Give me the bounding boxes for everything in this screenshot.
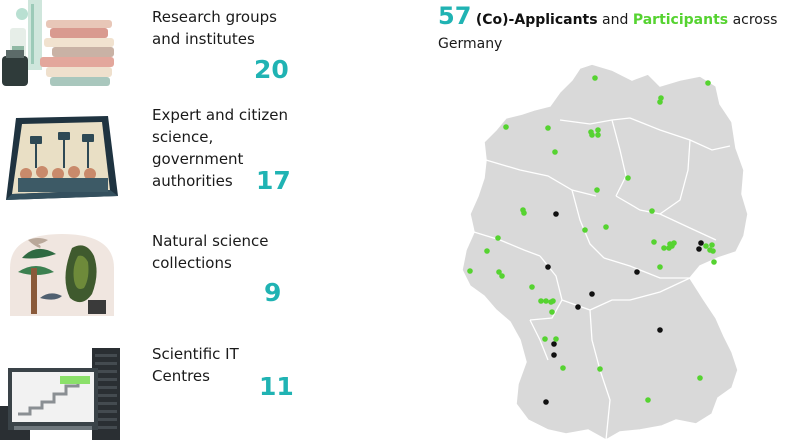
category-expert-citizen-science: Expert and citizen science, government a…	[0, 100, 430, 210]
category-count: 20	[254, 55, 289, 84]
participant-marker	[711, 259, 717, 265]
applicant-markers	[543, 211, 704, 405]
applicant-marker	[551, 341, 557, 347]
category-label: Expert and citizen science, government a…	[152, 106, 288, 190]
participant-marker	[495, 235, 501, 241]
participant-marker	[560, 365, 566, 371]
participant-marker	[651, 239, 657, 245]
across-label: across Germany	[438, 12, 778, 52]
participant-marker	[703, 243, 709, 249]
category-natural-science-collections: Natural science collections 9	[0, 220, 430, 320]
participant-marker	[467, 268, 473, 274]
germany-map	[461, 63, 749, 441]
applicant-marker	[551, 352, 557, 358]
participant-marker	[548, 299, 554, 305]
participant-marker	[538, 298, 544, 304]
participant-marker	[597, 366, 603, 372]
category-scientific-it-centres: Scientific IT Centres 11	[0, 340, 430, 448]
applicant-marker	[657, 327, 663, 333]
participant-marker	[552, 149, 558, 155]
participant-marker	[697, 375, 703, 381]
participant-marker	[521, 210, 527, 216]
participant-marker	[592, 75, 598, 81]
applicant-marker	[543, 399, 549, 405]
participant-marker	[671, 240, 677, 246]
participant-marker	[666, 245, 672, 251]
applicant-marker	[698, 240, 704, 246]
participant-marker	[503, 124, 509, 130]
category-count: 17	[256, 166, 291, 195]
participant-marker	[553, 336, 559, 342]
category-label: Natural science collections	[152, 232, 269, 272]
participant-marker	[645, 397, 651, 403]
participant-marker	[710, 248, 716, 254]
applicant-marker	[696, 246, 702, 252]
participant-marker	[657, 264, 663, 270]
applicant-marker	[589, 291, 595, 297]
participant-marker	[649, 208, 655, 214]
participant-marker	[625, 175, 631, 181]
state-borders	[473, 117, 731, 441]
category-research-groups: Research groups and institutes 20	[0, 0, 430, 100]
participant-marker	[589, 132, 595, 138]
applicant-marker	[634, 269, 640, 275]
participant-marker	[705, 80, 711, 86]
germany-outline	[461, 63, 749, 441]
applicants-label: (Co)-Applicants	[475, 12, 598, 28]
participant-marker	[657, 99, 663, 105]
participant-marker	[582, 227, 588, 233]
participant-marker	[594, 187, 600, 193]
tablet-crowd-icon	[6, 116, 118, 200]
participant-marker	[545, 125, 551, 131]
participant-marker	[484, 248, 490, 254]
participant-marker	[542, 336, 548, 342]
applicant-marker	[545, 264, 551, 270]
category-count: 9	[264, 278, 282, 307]
server-rack-icon	[0, 348, 120, 440]
participant-marker	[499, 273, 505, 279]
participant-marker	[661, 245, 667, 251]
applicant-marker	[575, 304, 581, 310]
category-count: 11	[259, 372, 294, 401]
map-headline: 57 (Co)-Applicants and Participants acro…	[438, 4, 798, 56]
category-label: Scientific IT Centres	[152, 345, 239, 385]
applicant-marker	[553, 211, 559, 217]
total-count: 57	[438, 2, 472, 30]
participant-marker	[595, 132, 601, 138]
natural-collection-icon	[10, 234, 114, 316]
participants-label: Participants	[632, 12, 729, 28]
books-and-lab-glassware-icon	[2, 0, 114, 86]
participant-marker	[603, 224, 609, 230]
participant-marker	[595, 127, 601, 133]
participant-markers	[467, 75, 717, 403]
participant-marker	[549, 309, 555, 315]
category-label: Research groups and institutes	[152, 8, 277, 48]
participant-marker	[543, 298, 549, 304]
participant-marker	[709, 242, 715, 248]
participant-marker	[496, 269, 502, 275]
participant-marker	[529, 284, 535, 290]
and-label: and	[602, 12, 629, 28]
